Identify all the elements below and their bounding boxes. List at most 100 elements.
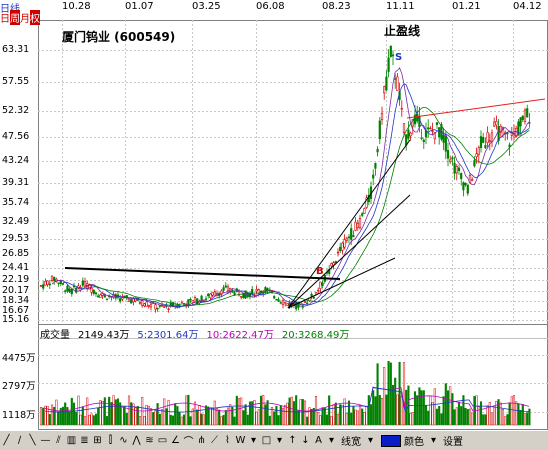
- candle-body: [233, 292, 236, 296]
- volume-title: 成交量: [40, 330, 70, 341]
- candle-body: [68, 288, 71, 293]
- volume-bar: [39, 406, 43, 426]
- regression-icon[interactable]: ⌇: [225, 435, 230, 446]
- volume-bar: [526, 412, 529, 426]
- horizontal-line-icon[interactable]: —: [40, 435, 51, 446]
- pitchfork-icon[interactable]: ⋔: [197, 435, 206, 446]
- tab-month[interactable]: 月: [20, 14, 30, 25]
- volume-bar: [358, 404, 362, 426]
- dropdown-icon[interactable]: ▾: [328, 435, 335, 446]
- line-tool-icon[interactable]: ╱: [3, 435, 10, 446]
- volume-bar: [367, 395, 370, 426]
- candle-body: [48, 283, 51, 286]
- segment-tool-icon[interactable]: ╲: [29, 435, 36, 446]
- candle-body: [286, 303, 289, 306]
- volume-bar: [383, 366, 386, 426]
- price-axis-label: 52.32: [2, 105, 30, 116]
- volume-bar: [255, 411, 258, 426]
- tab-week[interactable]: 周: [10, 10, 20, 25]
- volume-bar: [174, 403, 177, 426]
- line-width-label[interactable]: 线宽: [341, 437, 361, 448]
- volume-bar: [259, 395, 263, 426]
- candle-body: [356, 223, 359, 228]
- volume-bar: [248, 401, 252, 426]
- dropdown-icon[interactable]: ▾: [430, 435, 437, 446]
- candle-body: [350, 228, 353, 240]
- volume-ma20: 20:3268.49万: [281, 330, 350, 341]
- fan-line: [287, 194, 411, 309]
- percent-line-icon[interactable]: ≋: [145, 435, 154, 446]
- candle-body: [99, 294, 102, 298]
- volume-bar: [198, 405, 201, 426]
- volume-bar: [44, 405, 47, 426]
- volume-bar: [59, 407, 62, 426]
- price-axis-label: 22.19: [2, 274, 30, 285]
- rectangle-tool-icon[interactable]: □: [261, 435, 272, 446]
- price-axis-label: 57.55: [2, 76, 30, 87]
- candle-body: [462, 182, 465, 191]
- angle-tool-icon[interactable]: ∠: [171, 435, 180, 446]
- up-arrow-icon[interactable]: ↑: [288, 435, 297, 446]
- price-axis-label: 26.85: [2, 248, 30, 259]
- volume-bar: [290, 396, 293, 426]
- kline-chart[interactable]: [0, 0, 548, 430]
- w-pattern-icon[interactable]: W: [235, 435, 246, 446]
- wave-tool-icon[interactable]: ∿: [119, 435, 128, 446]
- volume-bar: [112, 395, 115, 426]
- volume-ma-line: [44, 386, 530, 412]
- dropdown-icon[interactable]: ▾: [276, 435, 283, 446]
- color-label[interactable]: 颜色: [404, 437, 424, 448]
- volume-bar: [321, 407, 324, 426]
- candle-body: [143, 303, 146, 307]
- parallel-lines-icon[interactable]: ⫽: [56, 435, 61, 446]
- candle-body: [402, 123, 406, 133]
- candle-body: [72, 285, 76, 288]
- candle-body: [334, 261, 337, 264]
- ray-tool-icon[interactable]: ∕: [17, 435, 22, 446]
- volume-bar: [418, 387, 421, 426]
- volume-bar: [455, 407, 458, 426]
- cycle-icon[interactable]: ⫿: [108, 435, 113, 446]
- gann-icon[interactable]: ⊞: [93, 435, 102, 446]
- volume-ma10: 10:2622.47万: [206, 330, 274, 341]
- volume-bar: [343, 398, 346, 426]
- candle-body: [446, 150, 450, 159]
- box-tool-icon[interactable]: ▭: [157, 435, 168, 446]
- candle-body: [528, 122, 531, 124]
- arc-tool-icon[interactable]: ⌒: [183, 437, 194, 448]
- volume-bar: [356, 410, 359, 426]
- volume-bar: [378, 395, 381, 426]
- volume-bar: [176, 406, 179, 426]
- volume-total: 2149.43万: [78, 330, 130, 341]
- volume-bar: [286, 402, 289, 426]
- volume-bar: [336, 413, 340, 426]
- color-swatch[interactable]: [381, 434, 401, 447]
- volume-bar: [369, 404, 373, 426]
- zigzag-icon[interactable]: ⋀: [132, 435, 141, 446]
- candle-body: [354, 221, 357, 231]
- volume-bar: [127, 395, 131, 426]
- candle-body: [167, 308, 170, 310]
- volume-bar: [97, 407, 100, 426]
- candle-body: [277, 299, 280, 302]
- volume-bar: [169, 414, 172, 426]
- volume-bar: [477, 406, 480, 426]
- tab-day[interactable]: 日: [0, 14, 10, 25]
- date-label: 06.08: [256, 1, 285, 12]
- text-tool-icon[interactable]: A: [315, 435, 322, 446]
- settings-label[interactable]: 设置: [443, 437, 463, 448]
- dropdown-icon[interactable]: ▾: [367, 435, 374, 446]
- down-arrow-icon[interactable]: ↓: [301, 435, 310, 446]
- price-axis-label: 15.16: [2, 314, 30, 325]
- period-label: 日线: [0, 0, 20, 15]
- candle-body: [53, 276, 56, 281]
- volume-bar: [427, 410, 430, 426]
- dropdown-icon[interactable]: ▾: [250, 435, 257, 446]
- tab-rights[interactable]: 权: [30, 10, 40, 25]
- volume-bar: [270, 407, 274, 426]
- volume-bar: [306, 416, 309, 426]
- fibonacci-icon[interactable]: ≣: [80, 435, 89, 446]
- volume-bar: [99, 400, 102, 426]
- channel-tool-icon[interactable]: ▥: [66, 435, 77, 446]
- speed-line-icon[interactable]: ⟋: [211, 435, 218, 446]
